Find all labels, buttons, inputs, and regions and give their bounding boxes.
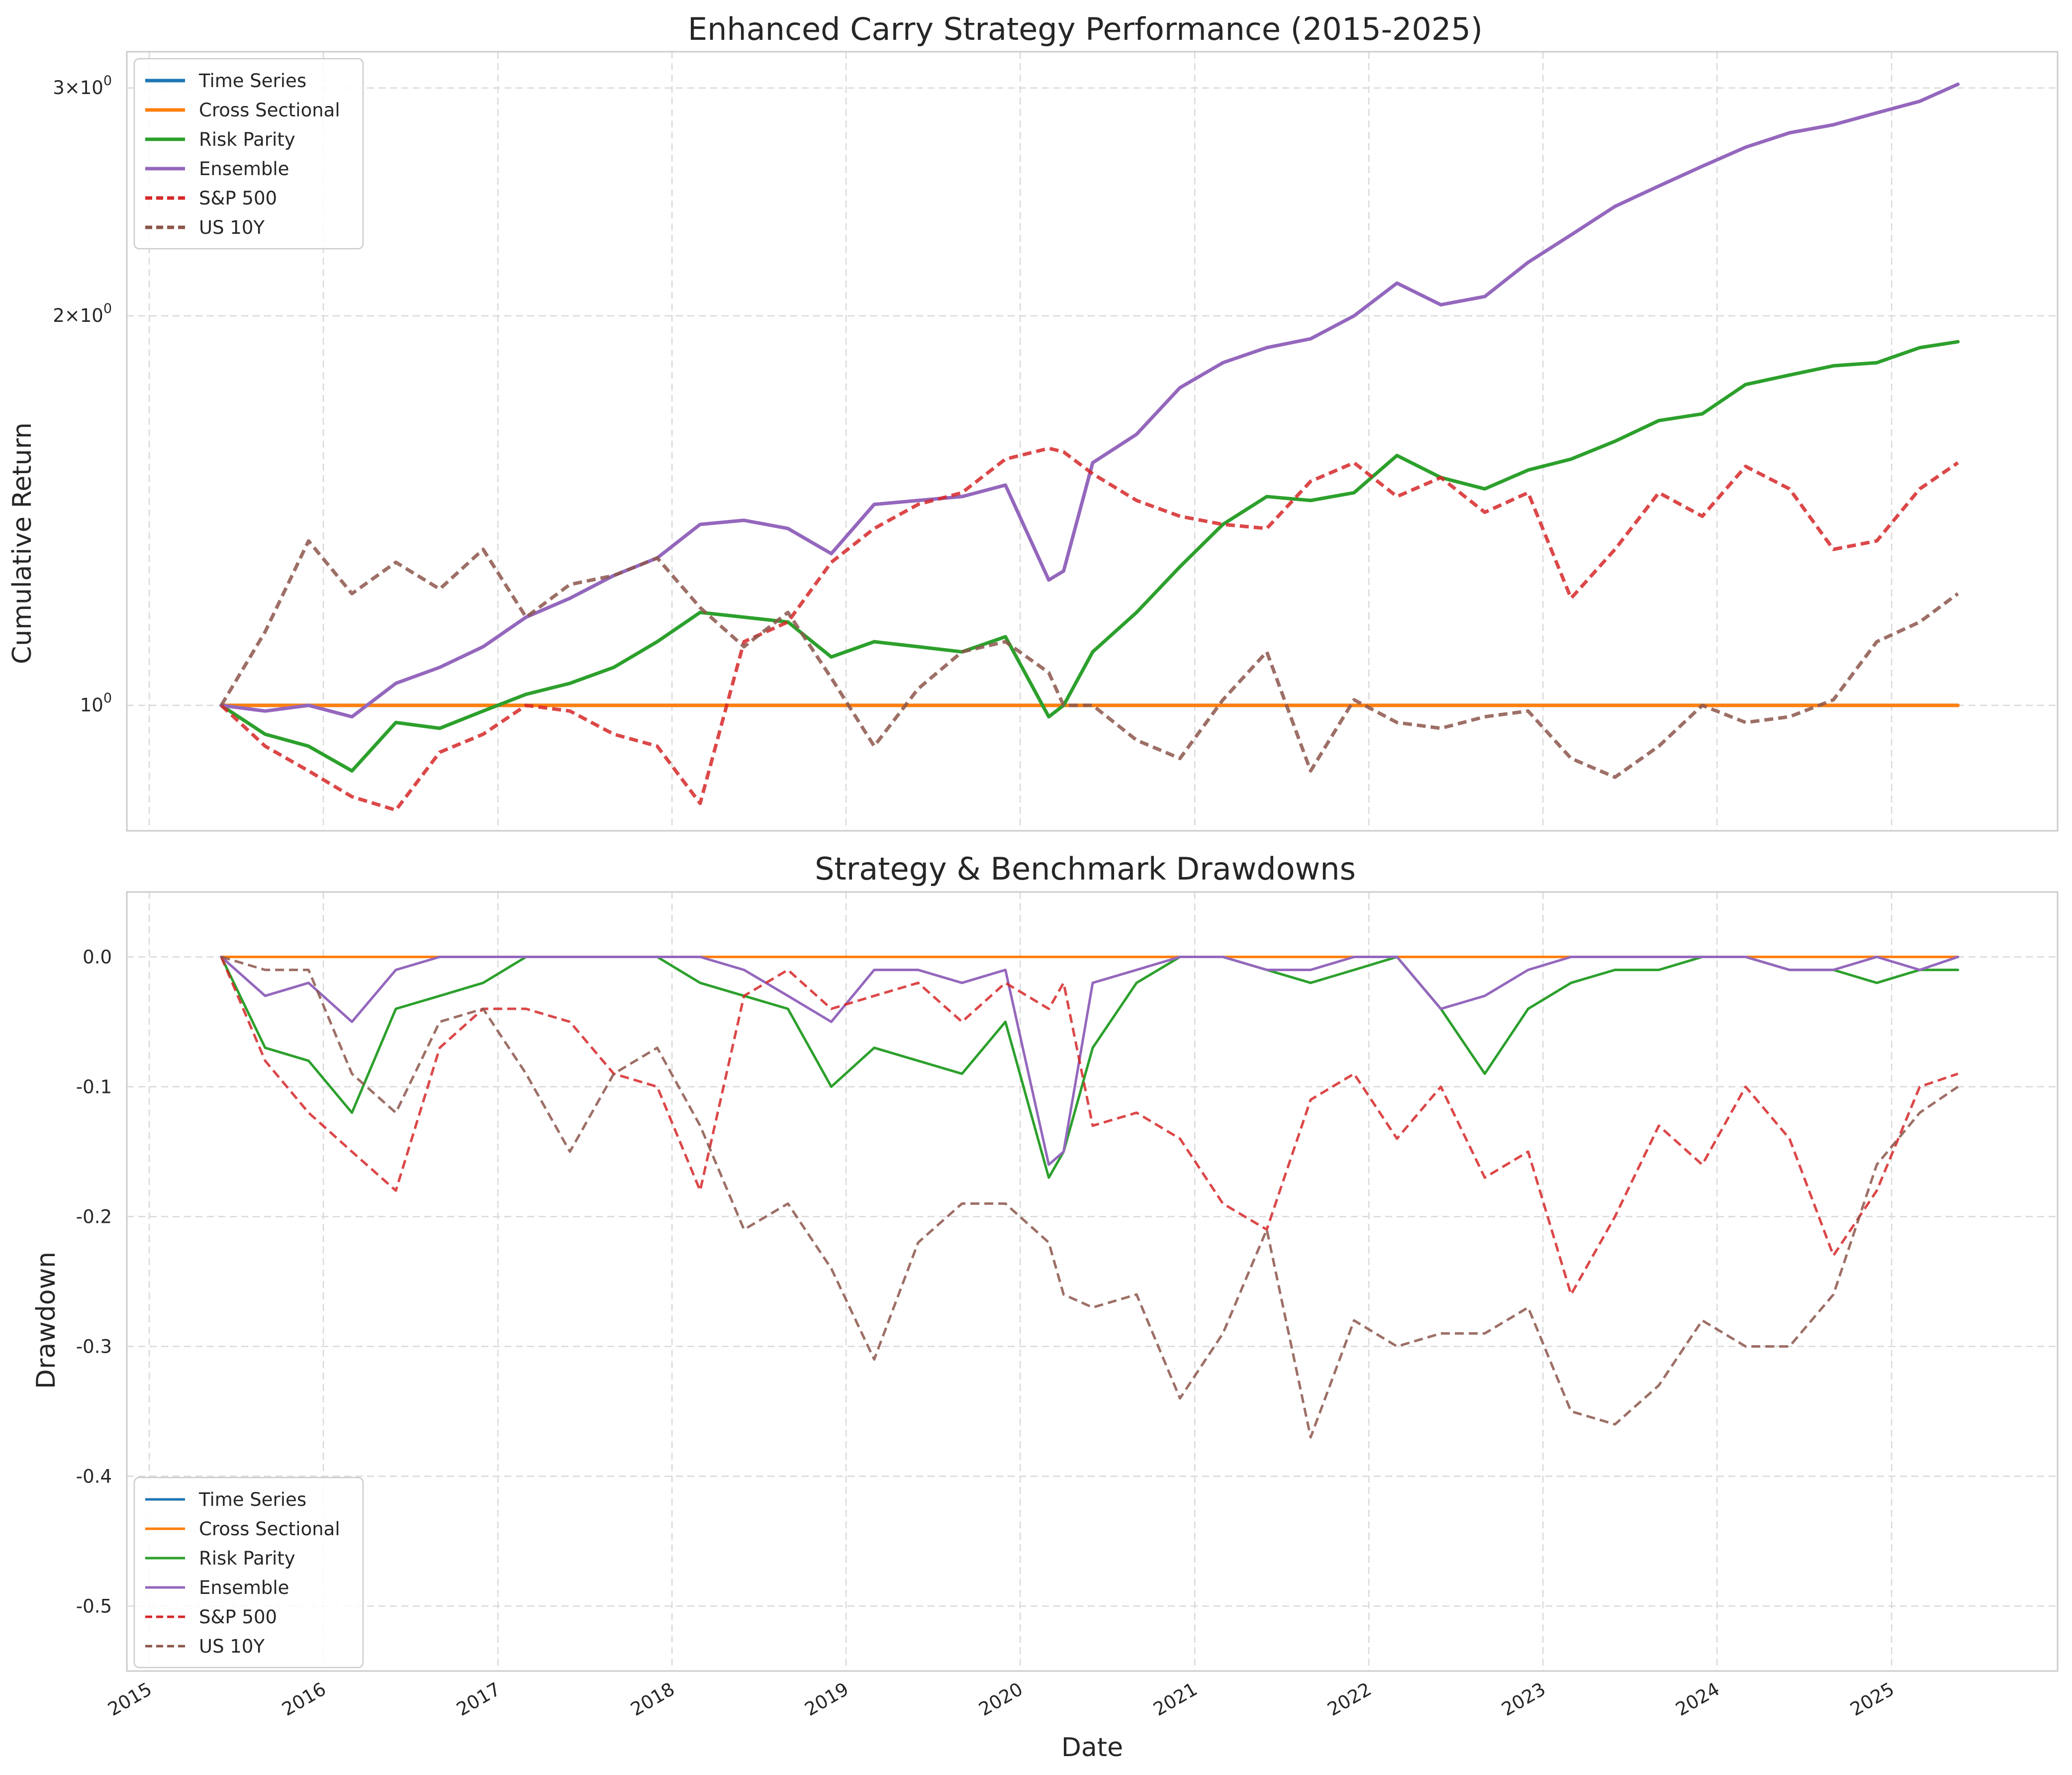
- legend-label: Time Series: [198, 70, 306, 92]
- legend-label: US 10Y: [199, 1636, 265, 1657]
- legend-label: Risk Parity: [199, 1548, 295, 1569]
- top-chart-title: Enhanced Carry Strategy Performance (201…: [688, 11, 1483, 47]
- bottom-series-lines: [220, 956, 1960, 1439]
- legend-label: Cross Sectional: [199, 99, 340, 121]
- series-line-risk-parity: [219, 340, 1960, 773]
- y-tick-label: 2×100: [53, 301, 112, 326]
- top-y-axis-label: Cumulative Return: [7, 422, 37, 664]
- legend-label: Cross Sectional: [199, 1518, 340, 1540]
- legend-label: S&P 500: [199, 1606, 277, 1628]
- series-line-risk-parity: [220, 956, 1960, 1179]
- top-legend: Time Series Cross Sectional Risk Parity Ens…: [133, 58, 364, 250]
- y-tick-label: -0.3: [76, 1336, 112, 1358]
- series-line-ensemble: [219, 82, 1960, 719]
- y-tick-label: -0.2: [76, 1206, 112, 1228]
- legend-box: [133, 58, 364, 250]
- bottom-plot-frame: [126, 891, 2059, 1672]
- y-tick-label: -0.4: [76, 1466, 112, 1487]
- bottom-legend: Time Series Cross Sectional Risk Parity Ens…: [133, 1477, 364, 1669]
- legend-label: US 10Y: [199, 217, 265, 238]
- legend-label: S&P 500: [199, 188, 277, 209]
- legend-label: Time Series: [198, 1489, 306, 1510]
- top-series-lines: [219, 82, 1960, 812]
- series-line-sp500: [220, 446, 1959, 812]
- bottom-y-axis-label: Drawdown: [31, 1252, 61, 1389]
- y-tick-label: 100: [80, 690, 112, 716]
- legend-label: Ensemble: [199, 1577, 289, 1598]
- y-tick-label: -0.1: [76, 1077, 112, 1098]
- legend-label: Ensemble: [199, 158, 289, 180]
- series-line-sp500: [220, 956, 1959, 1296]
- bottom-x-axis-label: Date: [1061, 1733, 1123, 1763]
- bottom-chart-title: Strategy & Benchmark Drawdowns: [815, 851, 1356, 887]
- series-line-ensemble: [220, 956, 1960, 1166]
- y-tick-label: 0.0: [83, 947, 112, 968]
- top-plot-frame: [126, 51, 2059, 832]
- legend-box: [133, 1477, 364, 1669]
- y-tick-label: -0.5: [76, 1596, 112, 1617]
- legend-label: Risk Parity: [199, 129, 295, 150]
- series-line-us10y: [221, 956, 1959, 1439]
- top-y-ticks: 100 2×100 3×100: [53, 73, 112, 716]
- y-tick-label: 3×100: [53, 73, 112, 99]
- bottom-y-ticks: 0.0 -0.1 -0.2 -0.3 -0.4 -0.5: [76, 947, 112, 1617]
- cumulative-return-panel: Enhanced Carry Strategy Performance (201…: [7, 11, 2059, 832]
